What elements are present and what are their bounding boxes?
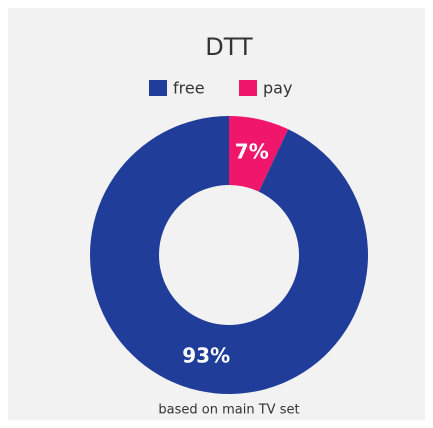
value-label: 93% bbox=[182, 343, 230, 367]
value-label: 7% bbox=[235, 140, 269, 164]
footer: based on main TV set bbox=[158, 403, 299, 418]
legend-label: pay bbox=[263, 79, 292, 98]
legend-label: free bbox=[173, 79, 205, 98]
legend-swatch bbox=[239, 80, 257, 96]
legend-swatch bbox=[149, 80, 167, 96]
chart-title: DTT bbox=[205, 33, 253, 61]
slice bbox=[229, 116, 289, 192]
slice bbox=[89, 115, 368, 394]
